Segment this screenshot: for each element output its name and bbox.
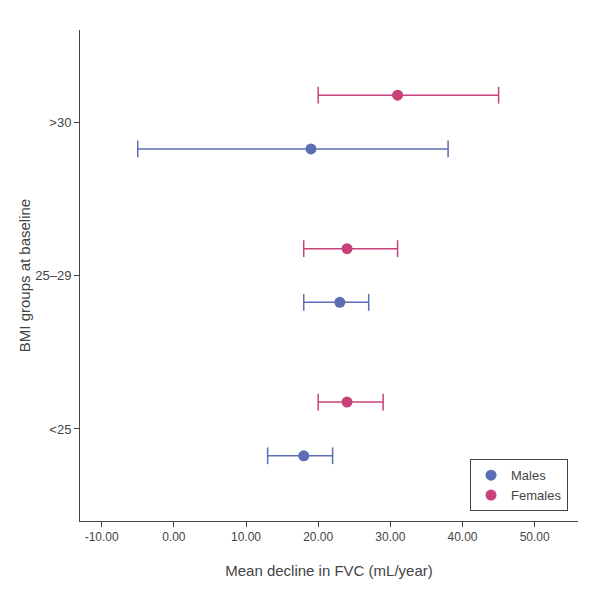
svg-text:Males: Males — [511, 468, 546, 483]
svg-text:Females: Females — [511, 488, 561, 503]
svg-text:25–29: 25–29 — [35, 268, 71, 283]
svg-text:30.00: 30.00 — [375, 530, 405, 544]
svg-text:20.00: 20.00 — [303, 530, 333, 544]
svg-text:-10.00: -10.00 — [85, 530, 119, 544]
svg-text:Mean decline in FVC (mL/year): Mean decline in FVC (mL/year) — [225, 562, 433, 579]
svg-text:>30: >30 — [49, 115, 71, 130]
svg-text:BMI groups at baseline: BMI groups at baseline — [16, 199, 33, 352]
svg-text:10.00: 10.00 — [231, 530, 261, 544]
svg-text:40.00: 40.00 — [448, 530, 478, 544]
svg-text:<25: <25 — [49, 421, 71, 436]
svg-text:50.00: 50.00 — [520, 530, 550, 544]
svg-text:0.00: 0.00 — [162, 530, 186, 544]
